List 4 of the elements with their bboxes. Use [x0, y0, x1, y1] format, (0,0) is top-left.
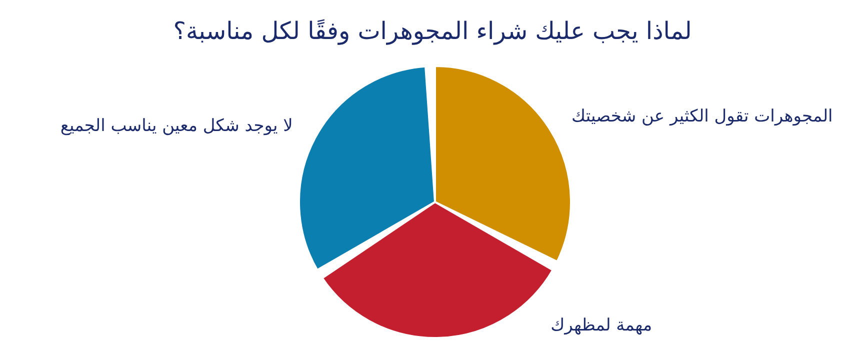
slice-label: لا يوجد شكل معين يناسب الجميع: [60, 116, 293, 136]
slice-label: المجوهرات تقول الكثير عن شخصيتك: [572, 106, 833, 126]
chart-title: لماذا يجب عليك شراء المجوهرات وفقًا لكل مناسبة؟: [172, 16, 693, 47]
slice-label: مهمة لمظهرك: [550, 316, 652, 336]
